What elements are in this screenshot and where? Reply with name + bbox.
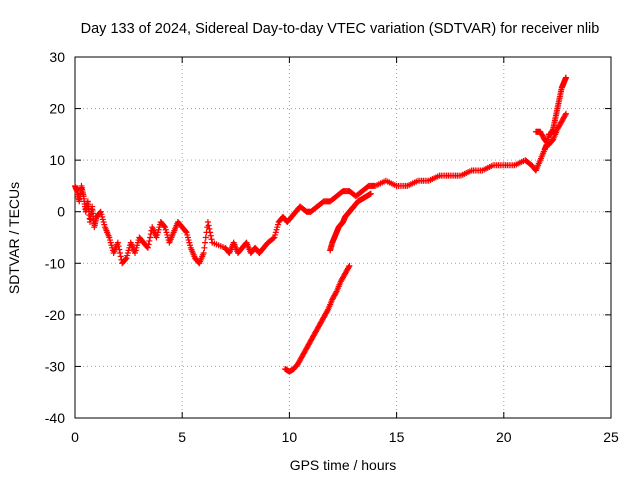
data-point-fill bbox=[202, 234, 209, 241]
x-tick-label: 0 bbox=[71, 429, 79, 445]
data-point-fill bbox=[562, 112, 569, 119]
chart-title: Day 133 of 2024, Sidereal Day-to-day VTE… bbox=[81, 21, 600, 37]
data-point-fill bbox=[208, 236, 215, 243]
data-point-fill bbox=[182, 228, 189, 235]
data-point bbox=[204, 219, 211, 226]
y-tick-label: -20 bbox=[45, 307, 65, 323]
y-tick-label: 10 bbox=[49, 152, 65, 168]
data-point-fill bbox=[117, 249, 124, 256]
data-point-fill bbox=[145, 241, 152, 248]
data-point-fill bbox=[115, 243, 122, 250]
data-point-fill bbox=[147, 234, 154, 241]
series-lower-branch bbox=[282, 262, 353, 375]
y-tick-label: 30 bbox=[49, 49, 65, 65]
series-late-branch bbox=[532, 110, 569, 148]
data-point-fill bbox=[116, 246, 123, 253]
x-tick-label: 25 bbox=[603, 429, 619, 445]
series-middle-branch bbox=[327, 190, 374, 254]
x-tick-label: 15 bbox=[389, 429, 405, 445]
data-point-fill bbox=[161, 223, 168, 230]
data-point-fill bbox=[201, 244, 208, 251]
data-point-fill bbox=[146, 237, 153, 244]
plot-frame bbox=[74, 56, 612, 419]
y-tick-label: -10 bbox=[45, 255, 65, 271]
y-axis-label: SDTVAR / TECUs bbox=[6, 182, 22, 294]
data-point-fill bbox=[206, 225, 213, 232]
data-point-fill bbox=[270, 235, 277, 242]
y-tick-label: -40 bbox=[45, 410, 65, 426]
series-main-trace bbox=[72, 74, 569, 267]
data-point-fill bbox=[207, 232, 214, 239]
data-point-fill bbox=[117, 253, 124, 260]
x-tick-label: 5 bbox=[178, 429, 186, 445]
x-tick-label: 10 bbox=[282, 429, 298, 445]
data-point-fill bbox=[345, 264, 352, 271]
y-tick-label: 0 bbox=[57, 204, 65, 220]
x-axis-label: GPS time / hours bbox=[290, 457, 397, 473]
data-point-fill bbox=[205, 222, 212, 229]
data-point-fill bbox=[332, 289, 339, 296]
data-point-fill bbox=[207, 229, 214, 236]
data-point-fill bbox=[202, 239, 209, 246]
data-point bbox=[346, 262, 353, 269]
data-point bbox=[562, 74, 569, 81]
data-point bbox=[114, 239, 121, 246]
data-layer bbox=[72, 74, 569, 375]
grid-layer bbox=[75, 57, 611, 418]
data-point-fill bbox=[324, 307, 331, 314]
data-point bbox=[200, 249, 207, 256]
data-point-fill bbox=[122, 255, 129, 262]
y-tick-label: 20 bbox=[49, 101, 65, 117]
data-point bbox=[367, 190, 374, 197]
data-point bbox=[562, 110, 569, 117]
y-tick-label: -30 bbox=[45, 358, 65, 374]
x-tick-label: 20 bbox=[496, 429, 512, 445]
data-point bbox=[144, 244, 151, 251]
